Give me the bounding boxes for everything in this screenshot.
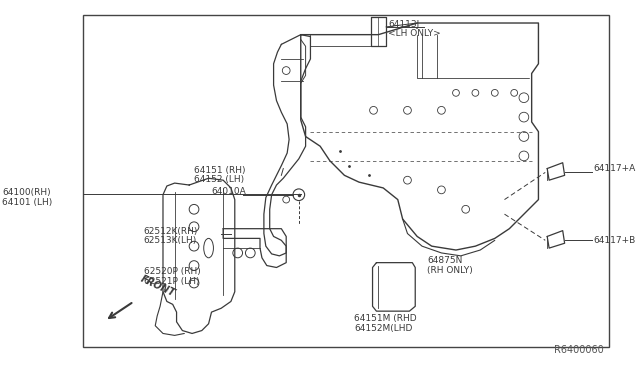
- Text: <LH ONLY>: <LH ONLY>: [388, 29, 441, 38]
- Text: 64117+A: 64117+A: [594, 164, 636, 173]
- Text: 64151M (RHD: 64151M (RHD: [354, 314, 417, 323]
- Bar: [83, 15, 609, 347]
- Text: 62520P (RH): 62520P (RH): [143, 267, 200, 276]
- Text: 62512K(RH): 62512K(RH): [143, 227, 198, 236]
- Text: 62513K(LH): 62513K(LH): [143, 237, 197, 246]
- Text: 64152 (LH): 64152 (LH): [194, 175, 244, 185]
- Text: (RH ONLY): (RH ONLY): [427, 266, 472, 275]
- Text: 64101 (LH): 64101 (LH): [2, 198, 52, 206]
- Text: 64151 (RH): 64151 (RH): [194, 166, 246, 174]
- Text: 64010A: 64010A: [211, 187, 246, 196]
- Text: 64117+B: 64117+B: [594, 236, 636, 245]
- Text: R6400060: R6400060: [554, 345, 604, 355]
- Text: 64113J: 64113J: [388, 20, 419, 29]
- Text: 64100(RH): 64100(RH): [2, 188, 51, 197]
- Text: 64875N: 64875N: [427, 256, 462, 265]
- Text: FRONT: FRONT: [139, 274, 177, 299]
- Text: 64152M(LHD: 64152M(LHD: [354, 324, 413, 333]
- Text: 62521P (LH): 62521P (LH): [143, 277, 199, 286]
